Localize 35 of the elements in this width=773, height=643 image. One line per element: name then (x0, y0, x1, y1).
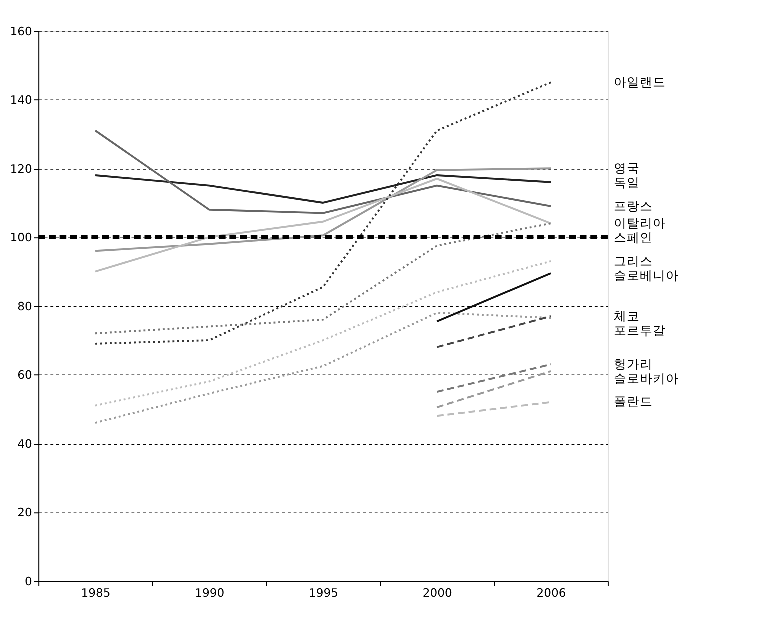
text: 아일랜드 (614, 74, 666, 90)
y-tick-label: 140 (10, 93, 32, 108)
y-tick-label: 60 (18, 368, 32, 382)
line-series (94, 174, 552, 204)
x-tick-label: 1990 (195, 586, 225, 600)
text: 슬로베니아 (614, 268, 679, 283)
text: 그리스 (614, 253, 653, 268)
y-tick-label: 80 (18, 299, 32, 314)
text: 독일 (614, 174, 640, 190)
line-series (94, 312, 552, 424)
text: 헝가리 (614, 356, 653, 372)
line-series (94, 260, 552, 407)
text: 이탈리아 (614, 215, 666, 230)
y-tick-label: 160 (10, 24, 32, 38)
x-tick-label: 1985 (81, 586, 111, 600)
y-tick-label: 0 (24, 574, 32, 589)
line-series (94, 168, 552, 252)
text: 포르투갈 (614, 322, 666, 338)
text: 체코 (614, 308, 640, 324)
text: 프랑스 (614, 198, 653, 214)
line-series (94, 82, 552, 345)
line-series (94, 222, 552, 335)
line-series (94, 130, 552, 214)
text: 폴란드 (614, 394, 653, 410)
y-tick-label: 100 (10, 230, 32, 245)
x-tick-label: 1995 (309, 586, 339, 600)
x-tick-label: 2006 (536, 586, 566, 600)
y-tick-label: 40 (18, 436, 32, 451)
text: 영국 (614, 160, 640, 176)
text: 슬로바키아 (614, 370, 679, 386)
y-tick-label: 120 (10, 162, 32, 176)
line-series (94, 178, 552, 273)
y-tick-label: 20 (18, 506, 32, 520)
x-tick-label: 2000 (422, 586, 452, 600)
text: 스페인 (614, 230, 653, 245)
